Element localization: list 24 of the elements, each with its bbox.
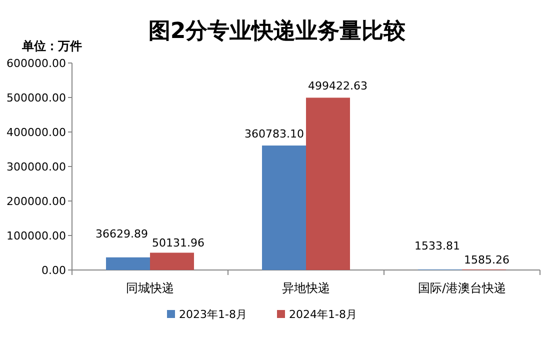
chart-title: 图2分专业快递业务量比较 — [148, 18, 407, 44]
y-tick-label: 200000.00 — [6, 195, 66, 208]
y-tick-label: 600000.00 — [6, 57, 66, 70]
data-label: 1533.81 — [414, 239, 460, 252]
x-tick-label: 异地快递 — [282, 281, 330, 295]
data-label: 50131.96 — [152, 236, 204, 250]
data-label: 360783.10 — [244, 128, 304, 141]
data-label: 499422.63 — [308, 80, 368, 93]
legend-label: 2024年1-8月 — [289, 308, 357, 321]
bar — [306, 98, 350, 270]
y-tick-label: 0.00 — [42, 264, 66, 277]
y-tick-label: 400000.00 — [6, 126, 66, 139]
data-label: 1585.26 — [464, 253, 510, 266]
y-tick-label: 300000.00 — [6, 160, 66, 174]
y-tick-label: 500000.00 — [6, 92, 66, 104]
bar — [262, 146, 306, 270]
y-tick-label: 100000.00 — [6, 230, 66, 242]
bar — [106, 257, 150, 270]
x-tick-label: 同城快递 — [126, 281, 174, 295]
y-axis-title: 单位：万件 — [21, 39, 82, 53]
x-tick-label: 国际/港澳台快递 — [418, 281, 506, 295]
legend-label: 2023年1-8月 — [179, 308, 247, 321]
data-label: 36629.89 — [96, 227, 148, 240]
bar — [150, 252, 194, 270]
